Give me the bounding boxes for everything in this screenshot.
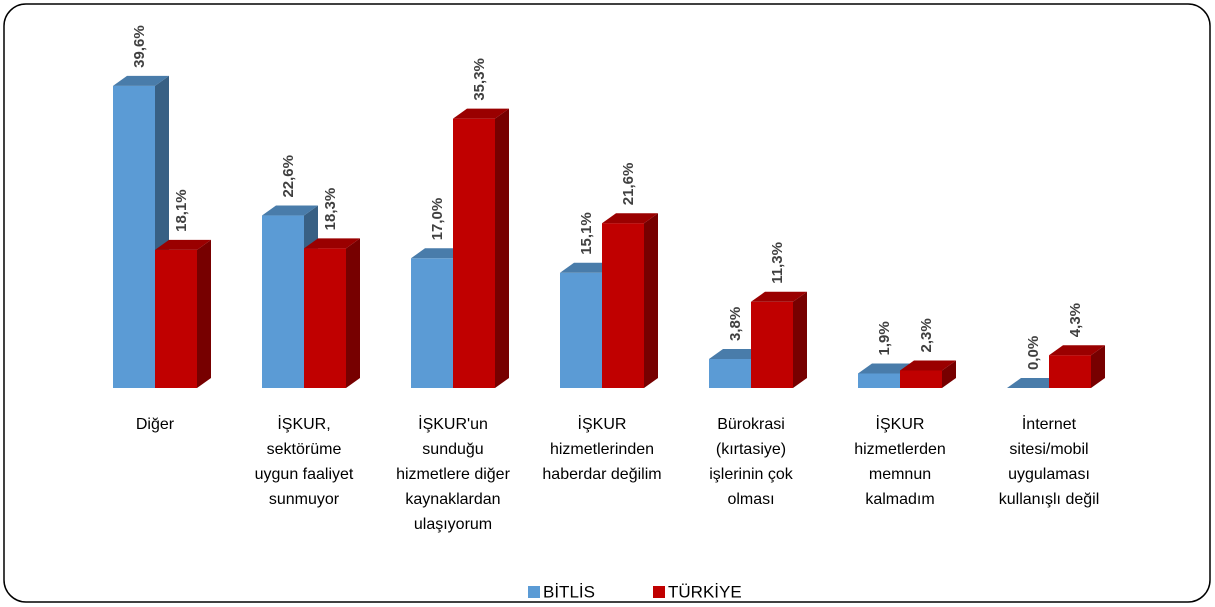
value-label: 3,8% (727, 307, 744, 341)
bar (560, 272, 602, 388)
bar (1049, 355, 1091, 388)
bar-top (453, 108, 509, 119)
bar (900, 370, 942, 388)
bar (602, 223, 644, 388)
bar-side (644, 213, 658, 388)
value-label: 18,1% (173, 189, 190, 232)
bar-side (495, 108, 509, 388)
value-label: 0,0% (1025, 336, 1042, 370)
value-label: 39,6% (131, 25, 148, 68)
bar-side (197, 239, 211, 388)
x-tick-label: Bürokrasi (kırtasiye) işlerinin çok olma… (709, 416, 793, 508)
value-label: 4,3% (1067, 303, 1084, 337)
bar (858, 373, 900, 388)
x-tick-label: Diğer (135, 416, 175, 433)
bar-top (113, 75, 169, 86)
bar-top (900, 360, 956, 371)
legend-swatch (653, 586, 665, 598)
bar (411, 258, 453, 388)
x-tick-label: İŞKUR, sektörüme uygun faaliyet sunmuyor (254, 416, 354, 508)
value-label: 21,6% (620, 163, 637, 206)
value-label: 2,3% (918, 318, 935, 352)
value-label: 1,9% (876, 321, 893, 355)
bar-top (751, 291, 807, 302)
bar-side (346, 238, 360, 388)
bar-top (304, 238, 360, 249)
bar-top (155, 239, 211, 250)
bar (155, 249, 197, 388)
bar-side (1091, 345, 1105, 388)
x-tick-label: İŞKUR hizmetlerden memnun kalmadım (854, 416, 946, 508)
bar (113, 85, 155, 389)
legend-label: TÜRKİYE (668, 582, 742, 601)
x-tick-label: İnternet sitesi/mobil uygulaması kullanı… (998, 416, 1100, 508)
bar-side (942, 360, 956, 388)
bar (304, 248, 346, 388)
bar-top (602, 213, 658, 224)
bar-side (793, 291, 807, 388)
value-label: 22,6% (280, 155, 297, 198)
x-tick-label: İŞKUR hizmetlerinden haberdar değilim (542, 416, 662, 483)
value-label: 17,0% (429, 198, 446, 241)
value-label: 15,1% (578, 212, 595, 255)
bar (751, 301, 793, 388)
value-label: 35,3% (471, 58, 488, 101)
legend-swatch (528, 586, 540, 598)
bar (453, 118, 495, 388)
legend-label: BİTLİS (543, 582, 595, 601)
bar-top (262, 205, 318, 216)
value-label: 11,3% (769, 242, 786, 284)
value-label: 18,3% (322, 188, 339, 231)
bar (709, 359, 751, 388)
bar-top (1049, 345, 1105, 356)
x-tick-label: İŞKUR'un sunduğu hizmetlere diğer kaynak… (396, 416, 510, 533)
bar (262, 215, 304, 388)
